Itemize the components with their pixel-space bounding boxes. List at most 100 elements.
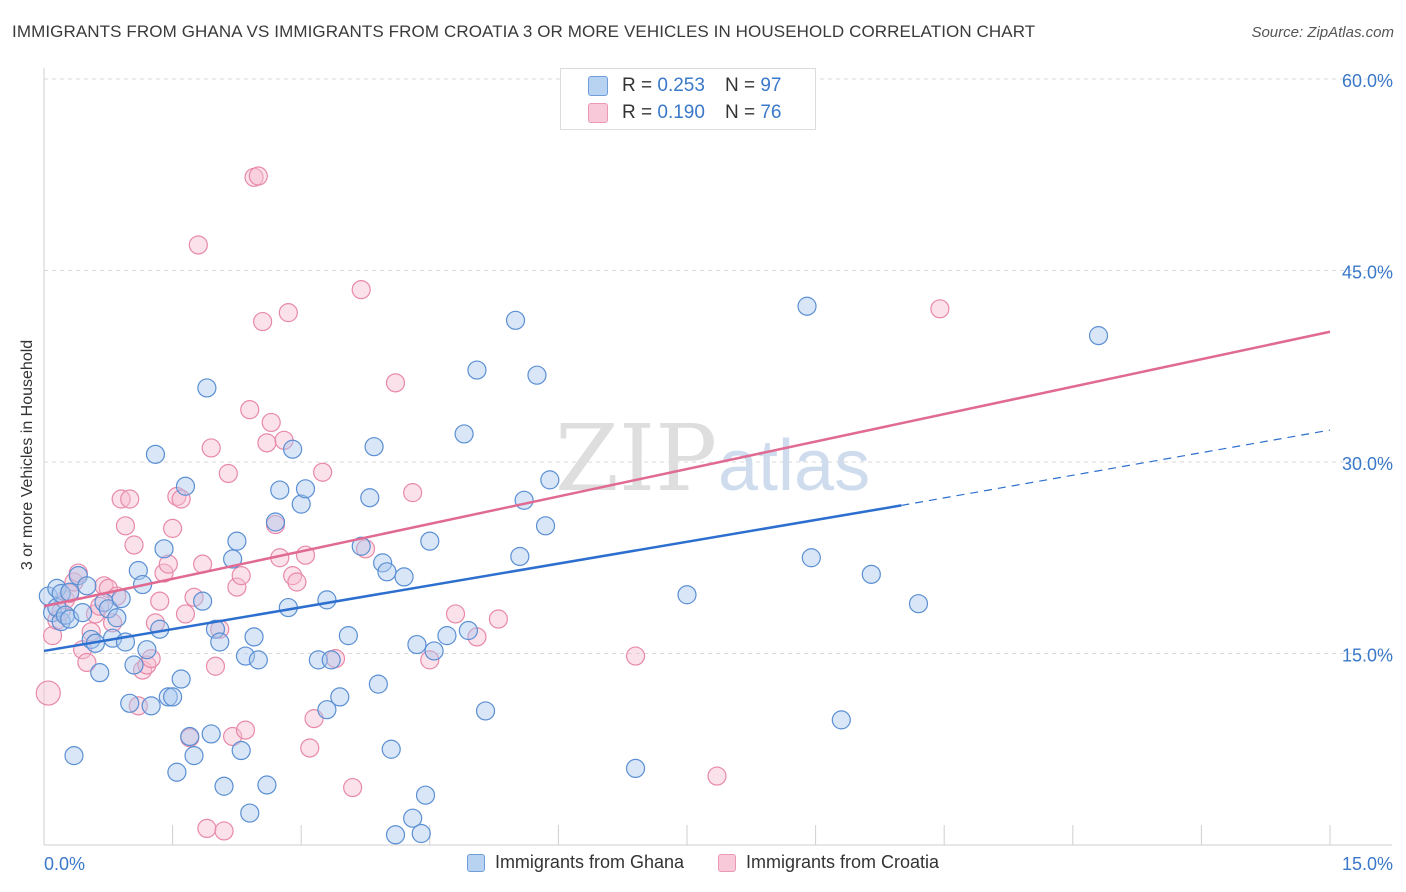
ghana-point [154, 539, 174, 559]
ghana-point [394, 567, 414, 587]
ghana-point [677, 585, 697, 605]
legend-n-label-ghana: N = [724, 75, 756, 96]
ghana-point [831, 710, 851, 730]
croatia-point [488, 609, 508, 629]
ghana-point [373, 553, 393, 573]
ghana-point [505, 310, 526, 330]
ghana-point [861, 564, 881, 584]
ghana-point [321, 650, 341, 670]
ghana-point [90, 663, 110, 683]
croatia-point [445, 604, 466, 624]
croatia-point [227, 577, 247, 597]
ghana-point [248, 650, 268, 670]
ghana-point [145, 444, 166, 464]
croatia-point [257, 433, 277, 453]
y-tick-label: 45.0% [1342, 263, 1393, 283]
croatia-point [150, 591, 170, 611]
croatia-point [253, 311, 273, 332]
ghana-point [120, 693, 140, 713]
legend-n-value-ghana: 97 [760, 75, 782, 96]
x-tick-label-min: 0.0% [44, 854, 85, 874]
legend-row-croatia: R = 0.190 N = 76 [561, 102, 781, 124]
ghana-point [1088, 326, 1109, 346]
source-label: Source: ZipAtlas.com [1251, 24, 1394, 41]
ghana-point [527, 365, 547, 385]
legend-r-value-croatia: 0.190 [657, 102, 705, 123]
y-tick-label: 15.0% [1342, 646, 1393, 666]
correlation-legend: R = 0.253 N = 97 R = 0.190 N = 76 [560, 68, 816, 130]
legend-item-ghana[interactable]: Immigrants from Ghana [466, 852, 684, 873]
ghana-point [270, 480, 290, 500]
ghana-point [360, 488, 380, 508]
chart-title: IMMIGRANTS FROM GHANA VS IMMIGRANTS FROM… [12, 22, 1036, 41]
croatia-point [231, 566, 251, 586]
ghana-point [415, 785, 436, 805]
croatia-trend-line [43, 330, 1331, 608]
croatia-point [218, 463, 238, 484]
ghana-point [908, 594, 929, 614]
legend-label-croatia: Immigrants from Croatia [746, 852, 940, 872]
ghana-trend-extension [901, 429, 1331, 506]
croatia-point [175, 604, 196, 624]
croatia-point [385, 373, 406, 393]
ghana-point [797, 296, 817, 316]
ghana-point [291, 494, 311, 514]
ghana-point [420, 531, 440, 551]
croatia-point [287, 572, 307, 592]
croatia-point [235, 720, 256, 740]
croatia-point [158, 554, 178, 574]
croatia-point [343, 777, 363, 798]
trend-lines [43, 330, 1331, 653]
series-legend: Immigrants from Ghana Immigrants from Cr… [0, 852, 1406, 873]
croatia-point [141, 649, 161, 669]
ghana-point [158, 687, 178, 707]
ghana-point [424, 641, 444, 661]
ghana-point [265, 512, 286, 532]
legend-swatch-ghana [588, 76, 608, 96]
ghana-point [535, 516, 556, 536]
ghana-trend-line [43, 504, 902, 653]
croatia-point [77, 652, 97, 673]
ghana-point [407, 634, 427, 655]
croatia-point [707, 766, 727, 786]
ghana-point [364, 437, 384, 457]
ghana-point [180, 726, 200, 747]
legend-n-label-croatia: N = [724, 102, 756, 123]
ghana-point [107, 608, 127, 628]
ghana-point [317, 590, 337, 610]
ghana-point [227, 531, 247, 551]
ghana-point [205, 619, 226, 639]
ghana-point [351, 536, 371, 556]
croatia-point [188, 235, 208, 255]
ghana-point [141, 696, 161, 716]
croatia-point [35, 680, 61, 706]
ghana-point [214, 776, 234, 796]
ghana-point [295, 479, 316, 499]
croatia-point [261, 412, 281, 433]
croatia-point [300, 738, 320, 758]
ghana-point [197, 378, 217, 398]
y-tick-label: 60.0% [1342, 71, 1393, 91]
croatia-point [420, 650, 440, 670]
legend-item-croatia[interactable]: Immigrants from Croatia [718, 852, 939, 873]
ghana-point [454, 424, 474, 444]
croatia-point [930, 299, 950, 319]
ghana-point [193, 591, 213, 611]
ghana-point [338, 626, 358, 646]
ghana-point [223, 549, 243, 569]
x-tick-label-max: 15.0% [1342, 854, 1393, 874]
watermark: ZIP atlas [555, 405, 870, 512]
croatia-point [124, 535, 144, 555]
ghana-point [175, 476, 196, 496]
ghana-point [137, 640, 157, 660]
legend-row-ghana: R = 0.253 N = 97 [561, 75, 781, 97]
legend-r-label-ghana: R = [622, 75, 653, 96]
legend-label-ghana: Immigrants from Ghana [494, 852, 684, 872]
croatia-point [278, 303, 298, 323]
croatia-point [154, 563, 174, 583]
ghana-point [64, 746, 84, 766]
croatia-point [313, 462, 333, 482]
legend-swatch-croatia [588, 103, 608, 123]
ghana-point [163, 687, 183, 707]
